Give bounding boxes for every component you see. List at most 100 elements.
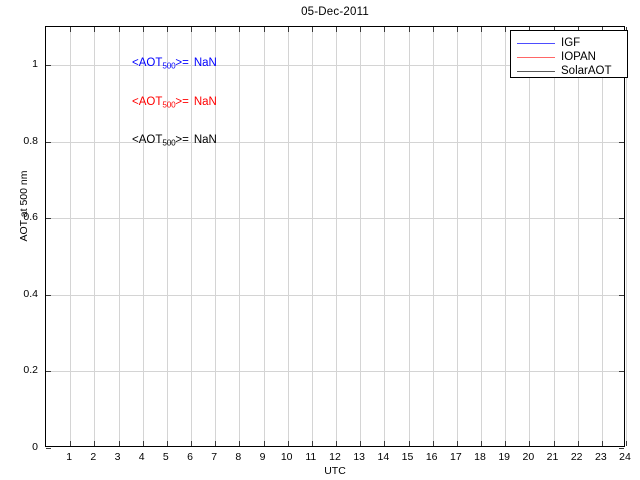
x-tick-mark-top <box>336 27 337 32</box>
x-tick-mark <box>263 441 265 446</box>
x-tick-label: 23 <box>594 451 607 463</box>
x-tick-label: 13 <box>353 451 365 463</box>
x-tick-mark <box>287 441 289 446</box>
chart-title: 05-Dec-2011 <box>301 6 369 18</box>
x-tick-label: 4 <box>138 451 145 463</box>
annotation-value: NaN <box>193 133 217 146</box>
gridline-vertical <box>505 27 507 446</box>
annotation-value: NaN <box>193 57 217 70</box>
chart-legend: IGF IOPAN SolarAOT <box>510 30 628 78</box>
x-tick-label: 1 <box>66 451 73 463</box>
x-tick-mark <box>70 441 72 446</box>
x-tick-label: 17 <box>449 451 462 463</box>
x-tick-mark <box>239 441 241 446</box>
x-tick-mark <box>118 441 120 446</box>
x-tick-mark <box>94 441 96 446</box>
x-tick-label: 11 <box>305 451 317 463</box>
x-tick-mark-top <box>118 27 120 32</box>
y-tick-mark <box>46 294 51 296</box>
x-tick-label: 5 <box>162 451 169 463</box>
x-tick-mark-top <box>553 27 555 32</box>
x-tick-mark-top <box>70 27 72 32</box>
gridline-vertical <box>577 27 579 446</box>
x-tick-mark <box>432 441 434 446</box>
x-tick-mark-top <box>408 27 410 32</box>
y-tick-mark <box>46 65 51 67</box>
gridline-vertical <box>311 27 313 446</box>
x-tick-mark <box>456 441 458 446</box>
aot-mean-annotation: <AOT500>= NaN <box>132 95 217 112</box>
x-tick-label: 9 <box>259 451 266 463</box>
gridline-vertical <box>384 27 386 446</box>
gridline-vertical <box>287 27 289 446</box>
legend-label: SolarAOT <box>561 64 612 77</box>
legend-item[interactable]: IGF <box>511 35 627 51</box>
y-tick-label: 0 <box>32 441 38 453</box>
legend-item[interactable]: IOPAN <box>511 49 627 65</box>
x-tick-mark <box>529 441 531 446</box>
gridline-vertical <box>336 27 337 446</box>
x-tick-mark <box>191 441 192 446</box>
gridline-vertical <box>360 27 362 446</box>
x-tick-mark-top <box>432 27 434 32</box>
gridline-vertical <box>166 27 168 446</box>
x-tick-mark <box>601 441 603 446</box>
x-tick-label: 2 <box>90 451 97 463</box>
gridline-vertical <box>263 27 265 446</box>
x-tick-label: 16 <box>425 451 438 463</box>
x-tick-label: 18 <box>474 451 486 463</box>
annotation-suffix: >= <box>175 57 189 70</box>
gridline-vertical <box>456 27 458 446</box>
gridline-vertical <box>408 27 410 446</box>
x-tick-mark <box>384 441 386 446</box>
x-tick-mark <box>481 441 482 446</box>
plot-area <box>45 26 627 449</box>
x-tick-mark <box>408 441 410 446</box>
gridline-horizontal <box>46 218 624 220</box>
gridline-vertical <box>432 27 434 446</box>
annotation-subscript: 500 <box>162 138 176 148</box>
y-axis-label: AOT at 500 nm <box>18 170 30 242</box>
gridline-horizontal <box>46 141 624 143</box>
x-tick-label: 7 <box>211 451 218 463</box>
y-tick-mark <box>46 448 51 449</box>
x-tick-mark-top <box>215 27 217 32</box>
x-tick-label: 24 <box>619 451 631 463</box>
annotation-subscript: 500 <box>162 99 176 109</box>
y-tick-mark-right <box>619 448 624 449</box>
x-tick-label: 10 <box>280 451 293 463</box>
aot-mean-annotation: <AOT500>= NaN <box>132 133 217 150</box>
y-tick-mark <box>46 141 51 143</box>
aot-mean-annotation: <AOT500>= NaN <box>132 56 217 73</box>
x-tick-mark <box>577 441 579 446</box>
annotation-suffix: >= <box>175 133 189 146</box>
legend-line-swatch <box>517 56 555 58</box>
x-tick-mark-top <box>505 27 507 32</box>
x-tick-mark-top <box>481 27 482 32</box>
x-tick-mark-top <box>311 27 313 32</box>
gridline-vertical <box>70 27 72 446</box>
annotation-prefix: <AOT <box>132 133 163 146</box>
x-tick-mark-top <box>577 27 579 32</box>
x-tick-mark-top <box>239 27 241 32</box>
annotation-suffix: >= <box>175 95 189 108</box>
x-tick-mark-top <box>166 27 168 32</box>
legend-item[interactable]: SolarAOT <box>511 63 627 79</box>
gridline-horizontal <box>46 294 624 296</box>
x-tick-label: 19 <box>498 451 510 463</box>
y-tick-mark-right <box>619 371 624 373</box>
y-tick-mark-right <box>619 218 624 220</box>
gridline-vertical <box>481 27 482 446</box>
legend-label: IGF <box>561 36 581 49</box>
x-tick-mark <box>215 441 217 446</box>
y-tick-label: 0.8 <box>23 134 38 147</box>
x-tick-mark-top <box>626 27 627 32</box>
x-tick-label: 22 <box>570 451 583 463</box>
annotation-value: NaN <box>193 95 217 108</box>
annotation-subscript: 500 <box>162 61 176 71</box>
gridline-vertical <box>553 27 555 446</box>
x-tick-mark-top <box>191 27 192 32</box>
x-tick-mark-top <box>287 27 289 32</box>
x-tick-mark-top <box>384 27 386 32</box>
x-tick-mark <box>142 441 144 446</box>
